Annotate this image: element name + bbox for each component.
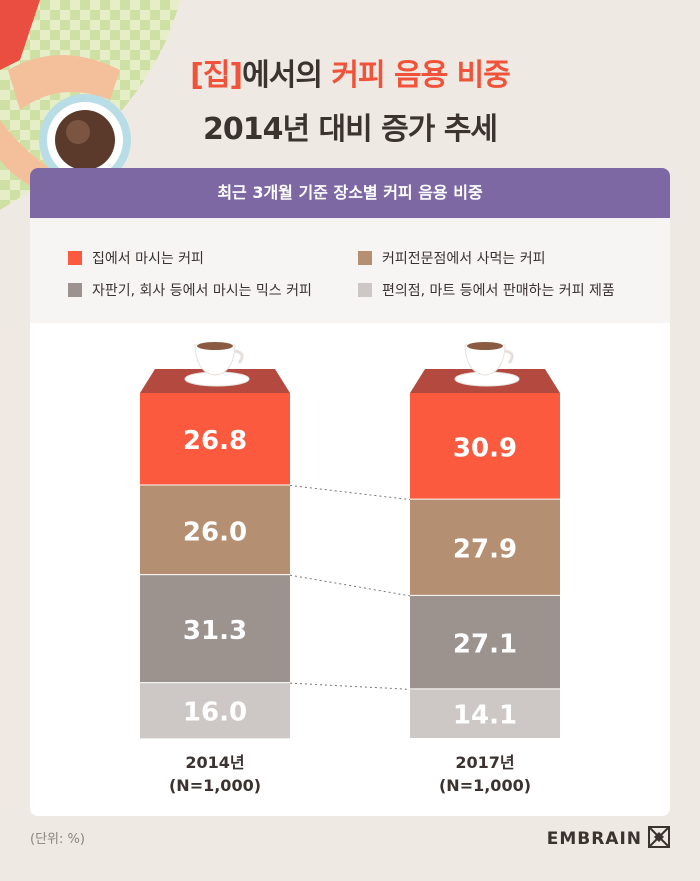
coffee-surface: [197, 342, 233, 350]
legend-item-convenience: 편의점, 마트 등에서 판매하는 커피 제품: [358, 280, 615, 300]
data-label: 26.8: [183, 426, 247, 456]
brand-logo: EMBRAIN: [547, 826, 670, 849]
legend-item-home: 집에서 마시는 커피: [68, 248, 204, 268]
category-label: 2017년: [455, 753, 514, 772]
connector-line: [289, 484, 411, 501]
data-label: 26.0: [183, 517, 247, 547]
legend-swatch: [358, 283, 372, 297]
data-label: 31.3: [183, 616, 247, 646]
data-label: 27.1: [453, 630, 517, 660]
chart-panel: 최근 3개월 기준 장소별 커피 음용 비중 집에서 마시는 커피 커피전문점에…: [30, 168, 670, 816]
category-note: (N=1,000): [439, 776, 531, 795]
unit-note: (단위: %): [30, 832, 85, 847]
bar-segment: [140, 575, 290, 684]
bar-segment: [410, 595, 560, 690]
bar-segment: [140, 683, 290, 739]
bar-segment: [410, 393, 560, 500]
data-label: 14.1: [453, 701, 517, 731]
cup-icon: [464, 344, 506, 376]
panel-header: 최근 3개월 기준 장소별 커피 음용 비중: [30, 168, 670, 218]
bar-segment: [140, 393, 290, 486]
category-note: (N=1,000): [169, 776, 261, 795]
bar-segment: [410, 689, 560, 738]
legend-item-office-mix: 자판기, 회사 등에서 마시는 믹스 커피: [68, 280, 312, 300]
connector-line: [289, 574, 411, 597]
cup-handle: [234, 349, 244, 364]
data-label: 16.0: [183, 698, 247, 728]
legend-item-specialty: 커피전문점에서 사먹는 커피: [358, 248, 545, 268]
page-subtitle: 2014년 대비 증가 추세: [202, 112, 498, 147]
legend: 집에서 마시는 커피 커피전문점에서 사먹는 커피 자판기, 회사 등에서 마시…: [30, 218, 670, 323]
connector-line: [289, 682, 411, 690]
page-title: [집]에서의 커피 음용 비중: [190, 58, 511, 93]
legend-swatch: [68, 251, 82, 265]
category-label: 2014년: [185, 753, 244, 772]
data-label: 27.9: [453, 535, 517, 565]
embrain-logo-icon: [648, 826, 670, 848]
cup-handle: [504, 349, 514, 364]
data-label: 30.9: [453, 433, 517, 463]
bar-segment: [410, 499, 560, 596]
bar-segment: [140, 485, 290, 576]
cup-icon: [194, 344, 236, 376]
legend-swatch: [358, 251, 372, 265]
coffee-surface: [467, 342, 503, 350]
legend-swatch: [68, 283, 82, 297]
